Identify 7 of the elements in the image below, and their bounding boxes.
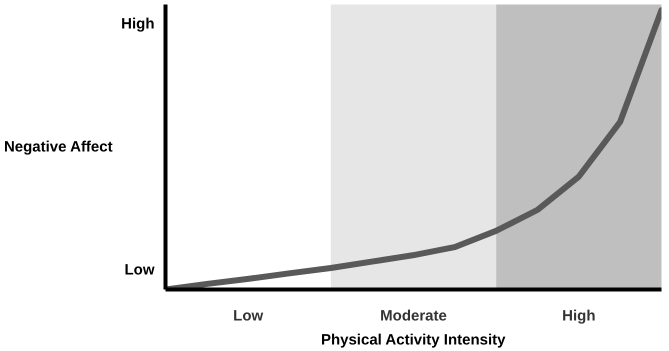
text: Low — [124, 261, 155, 278]
y-axis-title: Negative Affect — [4, 138, 113, 156]
text: High — [121, 16, 155, 33]
x-tick-label: Moderate — [380, 308, 447, 324]
x-tick-label: Low — [233, 308, 264, 324]
x-axis-title: Physical Activity Intensity — [320, 332, 506, 348]
x-tick-label: High — [562, 308, 596, 324]
